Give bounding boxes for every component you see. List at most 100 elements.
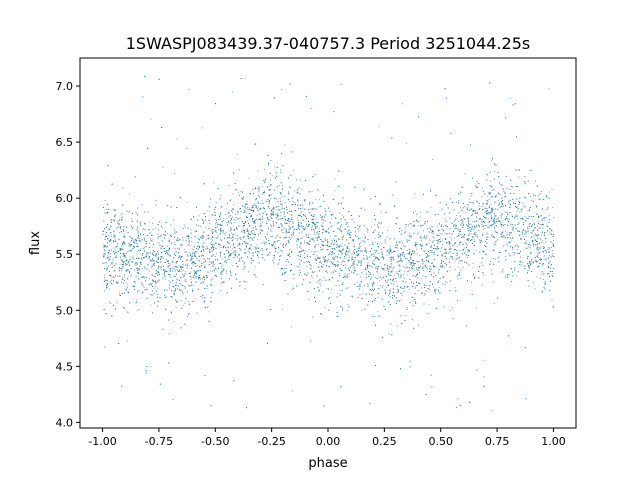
scatter-point bbox=[127, 263, 129, 265]
scatter-point bbox=[490, 180, 492, 182]
scatter-point bbox=[162, 166, 164, 168]
scatter-point bbox=[281, 196, 283, 198]
scatter-point bbox=[481, 240, 483, 242]
scatter-point bbox=[232, 233, 234, 235]
scatter-point bbox=[425, 237, 427, 239]
scatter-point bbox=[552, 273, 554, 274]
scatter-point bbox=[445, 281, 447, 283]
scatter-point bbox=[552, 236, 554, 238]
scatter-point bbox=[344, 257, 346, 259]
scatter-point bbox=[207, 307, 209, 308]
scatter-point bbox=[358, 262, 359, 264]
scatter-point bbox=[371, 316, 373, 317]
scatter-point bbox=[170, 263, 172, 265]
scatter-point bbox=[146, 252, 148, 254]
scatter-point bbox=[176, 239, 177, 241]
scatter-point bbox=[366, 227, 368, 229]
scatter-point bbox=[319, 283, 321, 284]
scatter-point bbox=[195, 271, 197, 272]
scatter-point bbox=[332, 262, 334, 264]
scatter-point bbox=[359, 247, 360, 249]
scatter-point bbox=[114, 250, 116, 252]
scatter-point bbox=[245, 216, 247, 217]
scatter-point bbox=[540, 232, 542, 234]
scatter-point bbox=[349, 256, 350, 258]
scatter-point bbox=[535, 180, 537, 182]
scatter-point bbox=[136, 221, 138, 223]
scatter-point bbox=[419, 254, 421, 256]
scatter-point bbox=[482, 191, 484, 192]
scatter-point bbox=[166, 245, 168, 247]
scatter-point bbox=[344, 273, 346, 275]
scatter-point bbox=[228, 185, 230, 187]
scatter-point bbox=[373, 283, 375, 285]
scatter-point bbox=[251, 215, 252, 216]
scatter-point bbox=[148, 278, 150, 280]
scatter-point bbox=[403, 291, 404, 293]
scatter-point bbox=[537, 229, 538, 231]
scatter-point bbox=[289, 232, 291, 233]
scatter-point bbox=[348, 255, 350, 257]
scatter-point bbox=[238, 218, 240, 219]
scatter-point bbox=[262, 216, 264, 218]
scatter-point bbox=[306, 224, 307, 226]
scatter-point bbox=[263, 168, 265, 170]
scatter-point bbox=[437, 243, 438, 244]
scatter-point bbox=[239, 194, 240, 196]
scatter-point bbox=[288, 219, 289, 221]
scatter-point bbox=[247, 204, 248, 206]
scatter-point bbox=[337, 250, 339, 252]
scatter-point bbox=[388, 294, 389, 296]
scatter-point bbox=[420, 211, 421, 213]
scatter-point bbox=[427, 312, 428, 314]
scatter-point bbox=[476, 186, 477, 188]
scatter-point bbox=[260, 207, 262, 209]
scatter-point bbox=[140, 221, 142, 223]
scatter-point bbox=[491, 269, 493, 271]
scatter-point bbox=[300, 241, 302, 243]
scatter-point bbox=[130, 273, 132, 275]
scatter-point bbox=[216, 269, 218, 271]
scatter-point bbox=[542, 279, 544, 280]
scatter-point bbox=[381, 257, 383, 258]
scatter-point bbox=[542, 265, 543, 267]
scatter-point bbox=[339, 239, 341, 240]
scatter-point bbox=[213, 244, 215, 245]
scatter-point bbox=[405, 142, 407, 144]
scatter-point bbox=[155, 273, 157, 275]
scatter-point bbox=[429, 271, 431, 272]
scatter-point bbox=[483, 274, 485, 276]
scatter-point bbox=[238, 248, 240, 250]
scatter-point bbox=[526, 235, 528, 237]
scatter-point bbox=[186, 263, 188, 265]
scatter-point bbox=[288, 242, 290, 244]
scatter-point bbox=[362, 258, 364, 260]
scatter-point bbox=[396, 325, 398, 327]
scatter-point bbox=[451, 239, 452, 241]
scatter-point bbox=[308, 243, 310, 245]
scatter-point bbox=[123, 233, 125, 235]
scatter-point bbox=[311, 228, 312, 230]
scatter-point bbox=[542, 227, 544, 229]
scatter-point bbox=[408, 288, 410, 290]
scatter-point bbox=[255, 187, 256, 189]
scatter-point bbox=[151, 294, 153, 296]
scatter-point bbox=[387, 229, 388, 231]
scatter-point bbox=[322, 226, 324, 228]
scatter-point bbox=[297, 220, 299, 221]
scatter-point bbox=[386, 255, 388, 256]
scatter-point bbox=[266, 248, 268, 250]
scatter-point bbox=[513, 254, 515, 256]
scatter-point bbox=[348, 249, 350, 250]
scatter-point bbox=[363, 234, 365, 235]
scatter-point bbox=[301, 188, 303, 190]
scatter-point bbox=[508, 232, 510, 234]
scatter-point bbox=[241, 231, 243, 232]
scatter-point bbox=[478, 205, 480, 207]
scatter-point bbox=[212, 270, 213, 272]
scatter-point bbox=[490, 204, 492, 205]
scatter-point bbox=[444, 284, 446, 286]
scatter-point bbox=[522, 202, 524, 204]
scatter-point bbox=[156, 253, 157, 254]
scatter-point bbox=[326, 249, 328, 251]
